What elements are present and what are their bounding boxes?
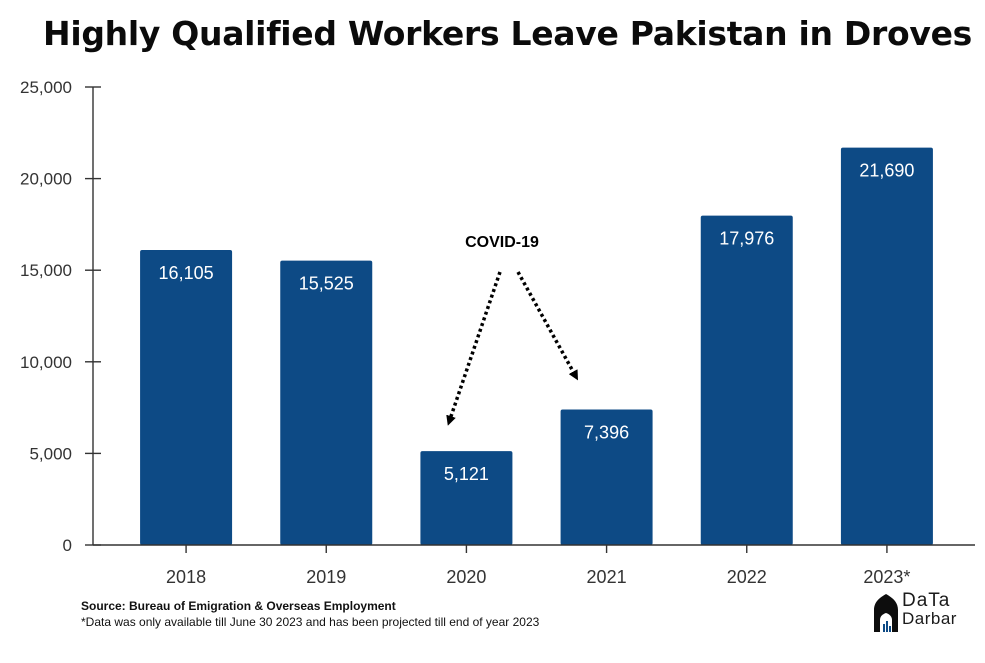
bar-chart: 0 5,000 10,000 15,000 20,000 25,000 16,105 15,…: [20, 78, 975, 587]
x-tick-label: 2022: [727, 567, 767, 587]
bar-value-label: 7,396: [584, 423, 629, 443]
chart-title: Highly Qualified Workers Leave Pakistan …: [43, 14, 972, 53]
covid-annotation: COVID-19: [446, 234, 579, 426]
y-tick-label: 20,000: [20, 170, 72, 189]
y-tick-label: 15,000: [20, 261, 72, 280]
bar-value-label: 17,976: [719, 229, 774, 249]
logo-text-bottom: Darbar: [902, 609, 957, 628]
logo-text-top: DaTa: [902, 590, 951, 611]
y-tick-label: 25,000: [20, 78, 72, 97]
x-tick-label: 2019: [306, 567, 346, 587]
bar: [280, 260, 373, 545]
x-tick-label: 2020: [446, 567, 486, 587]
y-tick-label: 10,000: [20, 353, 72, 372]
data-darbar-logo: DaTa Darbar: [872, 590, 972, 634]
source-note: Source: Bureau of Emigration & Overseas …: [81, 599, 396, 613]
footnote: *Data was only available till June 30 20…: [81, 615, 540, 629]
bar: [700, 215, 793, 545]
y-tick-label: 5,000: [29, 444, 72, 463]
x-axis: 2018 2019 2020 2021 2022 2023*: [93, 544, 975, 587]
covid-annotation-label: COVID-19: [465, 234, 539, 251]
bar-value-label: 21,690: [859, 161, 914, 181]
bar-value-label: 15,525: [299, 274, 354, 294]
bars: 16,105 15,525 5,121 7,396 17,976 21,690: [140, 147, 933, 545]
bar-value-label: 5,121: [444, 464, 489, 484]
bar: [840, 147, 933, 545]
y-axis: 0 5,000 10,000 15,000 20,000 25,000: [20, 78, 101, 555]
x-tick-label: 2018: [166, 567, 206, 587]
y-tick-label: 0: [63, 536, 72, 555]
bar: [560, 409, 653, 545]
x-tick-label: 2021: [587, 567, 627, 587]
covid-arrow-left: [446, 271, 502, 426]
bar: [420, 451, 513, 545]
covid-arrow-right: [516, 271, 579, 381]
mosque-dome-icon: [874, 594, 898, 632]
bar: [140, 249, 233, 545]
bar-value-label: 16,105: [159, 263, 214, 283]
x-tick-label: 2023*: [863, 567, 910, 587]
